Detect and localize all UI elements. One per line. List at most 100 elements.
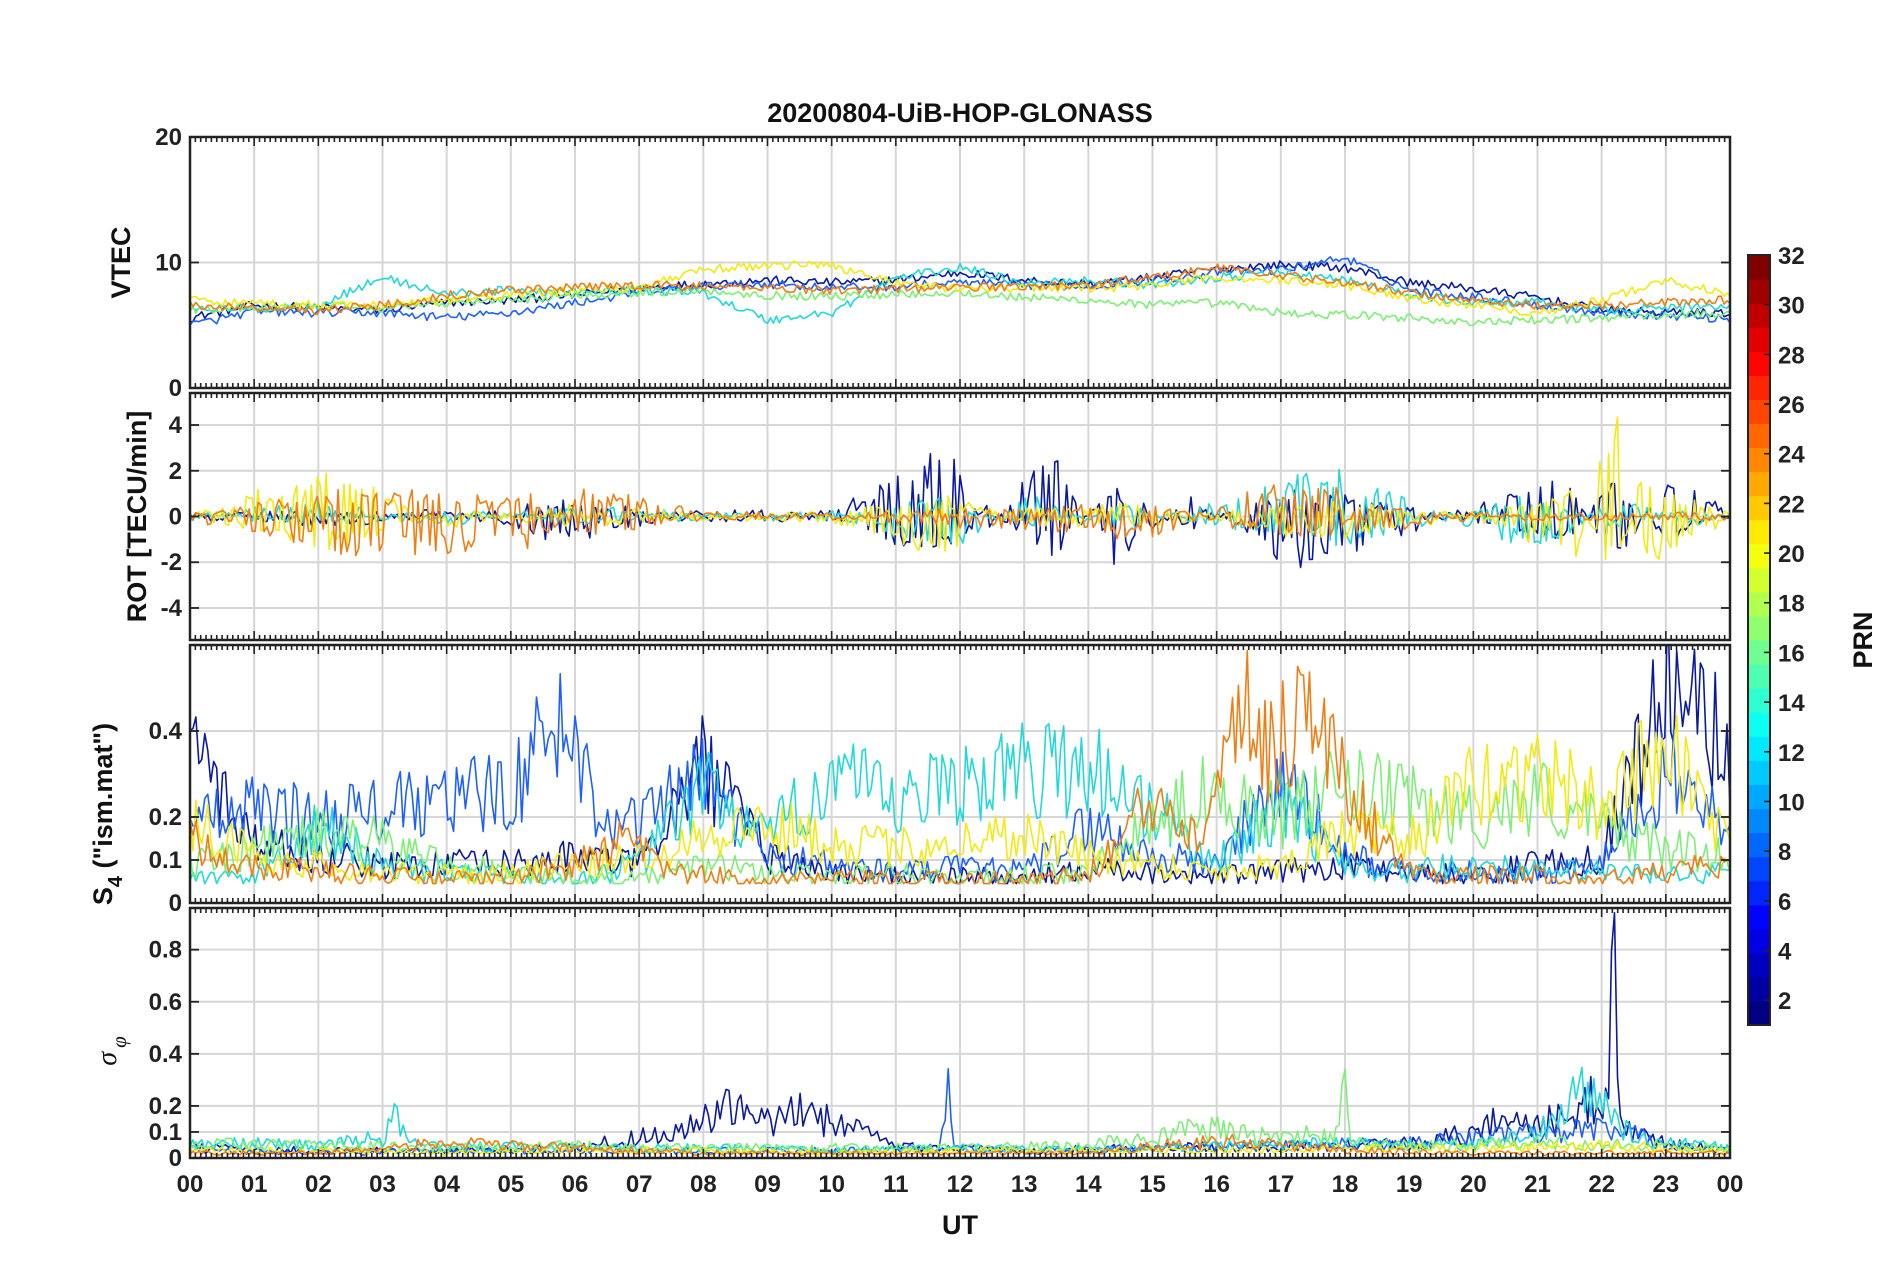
colorbar-segment — [1748, 279, 1770, 304]
series-line-2 — [190, 468, 1730, 547]
colorbar-segment — [1748, 471, 1770, 497]
y-tick-label: -4 — [161, 595, 183, 622]
colorbar-segment — [1748, 423, 1770, 449]
colorbar-tick-label: 8 — [1778, 839, 1791, 866]
colorbar-segment — [1748, 640, 1770, 665]
x-tick-label: 06 — [562, 1171, 589, 1198]
x-tick-label: 09 — [754, 1171, 781, 1198]
colorbar-tick-label: 24 — [1778, 442, 1805, 469]
colorbar-tick-label: 16 — [1778, 640, 1805, 667]
x-tick-label: 16 — [1203, 1171, 1230, 1198]
colorbar-tick-label: 4 — [1778, 938, 1792, 965]
x-tick-label: 03 — [369, 1171, 396, 1198]
y-axis-label: S4 ("ism.mat") — [88, 723, 127, 905]
y-tick-label: 0 — [169, 504, 182, 531]
y-tick-label: 20 — [155, 124, 182, 151]
y-tick-label: 0.1 — [149, 1119, 182, 1146]
x-tick-label: 10 — [818, 1171, 845, 1198]
y-axis-label: σφ — [92, 1036, 131, 1066]
y-tick-label: -2 — [161, 549, 182, 576]
colorbar-segment — [1748, 832, 1770, 858]
y-tick-label: 0.1 — [149, 847, 182, 874]
x-tick-label: 22 — [1588, 1171, 1615, 1198]
chart-title: 20200804-UiB-HOP-GLONASS — [767, 98, 1153, 128]
series-line-4 — [190, 749, 1730, 885]
y-tick-label: 0.2 — [149, 1093, 182, 1120]
colorbar-tick-label: 26 — [1778, 392, 1805, 419]
x-tick-label: 12 — [947, 1171, 974, 1198]
colorbar-tick-label: 2 — [1778, 988, 1791, 1015]
x-tick-label: 05 — [497, 1171, 524, 1198]
colorbar-segment — [1748, 351, 1770, 376]
colorbar-tick-label: 12 — [1778, 740, 1805, 767]
colorbar-segment — [1748, 399, 1770, 425]
colorbar-tick-label: 30 — [1778, 293, 1805, 320]
y-tick-label: 0.2 — [149, 804, 182, 831]
series-line-6 — [190, 263, 1730, 316]
y-tick-label: 0 — [169, 890, 182, 917]
series-line-1 — [190, 260, 1730, 323]
x-tick-label: 20 — [1460, 1171, 1487, 1198]
colorbar-segment — [1748, 543, 1770, 569]
x-tick-label: 17 — [1267, 1171, 1294, 1198]
colorbar-segment — [1748, 928, 1770, 954]
colorbar-segment — [1748, 664, 1770, 689]
colorbar-segment — [1748, 567, 1770, 593]
colorbar-segment — [1748, 904, 1770, 930]
panel-2: -4 -2 0 2 4 ROT [TECU/min] — [122, 391, 1732, 642]
y-tick-label: 0 — [169, 1145, 182, 1172]
x-tick-label: 21 — [1524, 1171, 1551, 1198]
colorbar-tick-label: 6 — [1778, 889, 1791, 916]
x-tick-labels: 00 01 02 03 04 05 06 07 08 09 10 11 12 13 14 15 16 17 18 19… — [177, 1171, 1744, 1198]
colorbar-segment — [1748, 447, 1770, 473]
colorbar-segment — [1748, 736, 1770, 761]
x-axis-label: UT — [942, 1210, 978, 1240]
colorbar-tick-label: 32 — [1778, 243, 1805, 270]
colorbar-segment — [1748, 856, 1770, 882]
y-axis-label: VTEC — [106, 226, 136, 298]
colorbar-tick-label: 18 — [1778, 591, 1805, 618]
y-axis-label: ROT [TECU/min] — [122, 411, 152, 622]
colorbar-segment — [1748, 880, 1770, 906]
colorbar-segment — [1748, 808, 1770, 834]
colorbar-segment — [1748, 591, 1770, 617]
colorbar-label: PRN — [1848, 611, 1878, 668]
x-tick-label: 23 — [1652, 1171, 1679, 1198]
colorbar-segment — [1748, 327, 1770, 352]
x-tick-label: 11 — [883, 1171, 908, 1198]
x-tick-label: 18 — [1332, 1171, 1359, 1198]
x-tick-label: 04 — [433, 1171, 460, 1198]
y-tick-label: 0.4 — [149, 718, 183, 745]
y-tick-label: 4 — [169, 412, 183, 439]
colorbar-tick-label: 28 — [1778, 342, 1805, 369]
x-tick-label: 13 — [1011, 1171, 1038, 1198]
series-line-4 — [190, 484, 1730, 557]
series-line-5 — [190, 260, 1730, 317]
panel-3: 0 0.1 0.2 0.4 S4 ("ism.mat") — [88, 643, 1732, 917]
colorbar-tick-label: 10 — [1778, 789, 1805, 816]
series-line-5 — [190, 714, 1730, 885]
colorbar-segment — [1748, 255, 1770, 280]
x-tick-label: 14 — [1075, 1171, 1102, 1198]
colorbar-segment — [1748, 1000, 1770, 1026]
y-tick-label: 0.6 — [149, 989, 182, 1016]
colorbar-segment — [1748, 615, 1770, 641]
colorbar-segment — [1748, 952, 1770, 978]
x-tick-label: 15 — [1139, 1171, 1166, 1198]
colorbar-tick-label: 20 — [1778, 541, 1805, 568]
colorbar-tick-label: 22 — [1778, 491, 1805, 518]
colorbar-segment — [1748, 688, 1770, 713]
colorbar-frame — [1747, 254, 1771, 1026]
colorbar-segment — [1748, 303, 1770, 328]
series-line-6 — [190, 649, 1730, 885]
y-tick-label: 0.8 — [149, 937, 182, 964]
x-tick-label: 08 — [690, 1171, 717, 1198]
colorbar-segment — [1748, 375, 1770, 400]
x-tick-label: 00 — [177, 1171, 204, 1198]
colorbar-segment — [1748, 760, 1770, 785]
y-tick-label: 0 — [169, 375, 182, 402]
colorbar-segment — [1748, 495, 1770, 521]
